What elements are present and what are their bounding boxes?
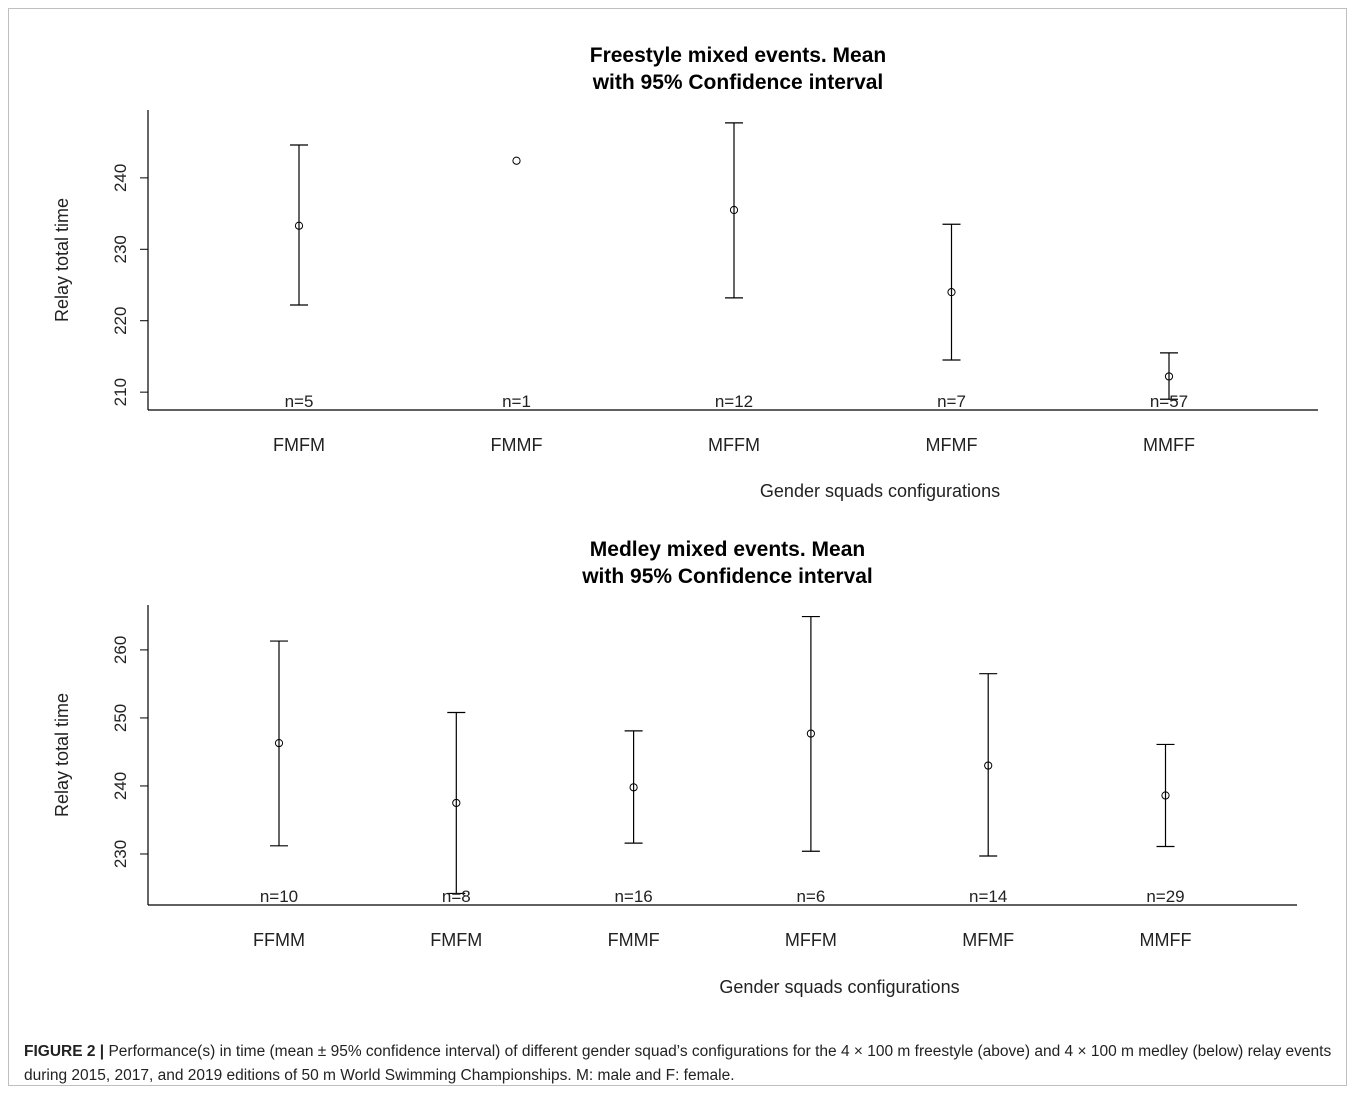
x-axis-label: Gender squads configurations — [760, 481, 1000, 501]
y-tick-label: 210 — [111, 378, 130, 406]
y-tick-label: 230 — [111, 840, 130, 868]
y-tick-label: 240 — [111, 772, 130, 800]
n-label: n=14 — [969, 887, 1007, 906]
y-axis-label: Relay total time — [52, 693, 72, 817]
mean-point — [1164, 372, 1174, 381]
n-label: n=10 — [260, 887, 298, 906]
x-tick-label: FMFM — [273, 435, 325, 455]
n-label: n=16 — [614, 887, 652, 906]
figure-plots: Freestyle mixed events. Mean with 95% Con… — [52, 44, 1318, 997]
n-label: n=29 — [1146, 887, 1184, 906]
x-tick-label: FFMM — [253, 930, 305, 950]
chart-title-line-2: with 95% Confidence interval — [581, 565, 873, 588]
x-tick-label: FMMF — [608, 930, 660, 950]
x-axis-label: Gender squads configurations — [719, 977, 959, 997]
mean-point — [512, 156, 521, 165]
x-tick-label: MFMF — [926, 435, 978, 455]
x-tick-label: MMFF — [1140, 930, 1192, 950]
caption-label: FIGURE 2 | — [24, 1043, 105, 1060]
mean-point — [294, 221, 304, 230]
x-tick-label: MFMF — [962, 930, 1014, 950]
n-label: n=8 — [442, 887, 471, 906]
mean-point — [984, 761, 993, 770]
mean-point — [452, 798, 461, 808]
mean-point — [729, 205, 739, 215]
chart-panel-2: Medley mixed events. Mean with 95% Confid… — [52, 538, 1297, 997]
y-tick-label: 220 — [111, 307, 130, 335]
mean-point — [629, 783, 638, 792]
caption-text: Performance(s) in time (mean ± 95% confi… — [24, 1043, 1332, 1084]
chart-title-line-1: Medley mixed events. Mean — [590, 538, 865, 561]
n-label: n=5 — [285, 392, 314, 411]
y-axis-label: Relay total time — [52, 198, 72, 322]
mean-point — [274, 738, 284, 748]
n-label: n=7 — [937, 392, 966, 411]
figure-caption: FIGURE 2 | Performance(s) in time (mean … — [24, 1040, 1334, 1088]
x-tick-label: MFFM — [785, 930, 837, 950]
chart-title-line-2: with 95% Confidence interval — [592, 71, 884, 94]
n-label: n=1 — [502, 392, 531, 411]
y-tick-label: 250 — [111, 704, 130, 732]
n-label: n=57 — [1150, 392, 1188, 411]
y-tick-label: 230 — [111, 235, 130, 263]
y-tick-label: 240 — [111, 164, 130, 192]
mean-point — [1161, 791, 1170, 800]
x-tick-label: MFFM — [708, 435, 760, 455]
x-tick-label: FMMF — [491, 435, 543, 455]
n-label: n=12 — [715, 392, 753, 411]
chart-title-line-1: Freestyle mixed events. Mean — [590, 44, 886, 67]
mean-point — [947, 288, 956, 297]
figure-frame — [8, 8, 1347, 1086]
chart-panel-1: Freestyle mixed events. Mean with 95% Con… — [52, 44, 1318, 501]
x-tick-label: FMFM — [430, 930, 482, 950]
mean-point — [806, 729, 816, 738]
x-tick-label: MMFF — [1143, 435, 1195, 455]
y-tick-label: 260 — [111, 636, 130, 664]
n-label: n=6 — [796, 887, 825, 906]
